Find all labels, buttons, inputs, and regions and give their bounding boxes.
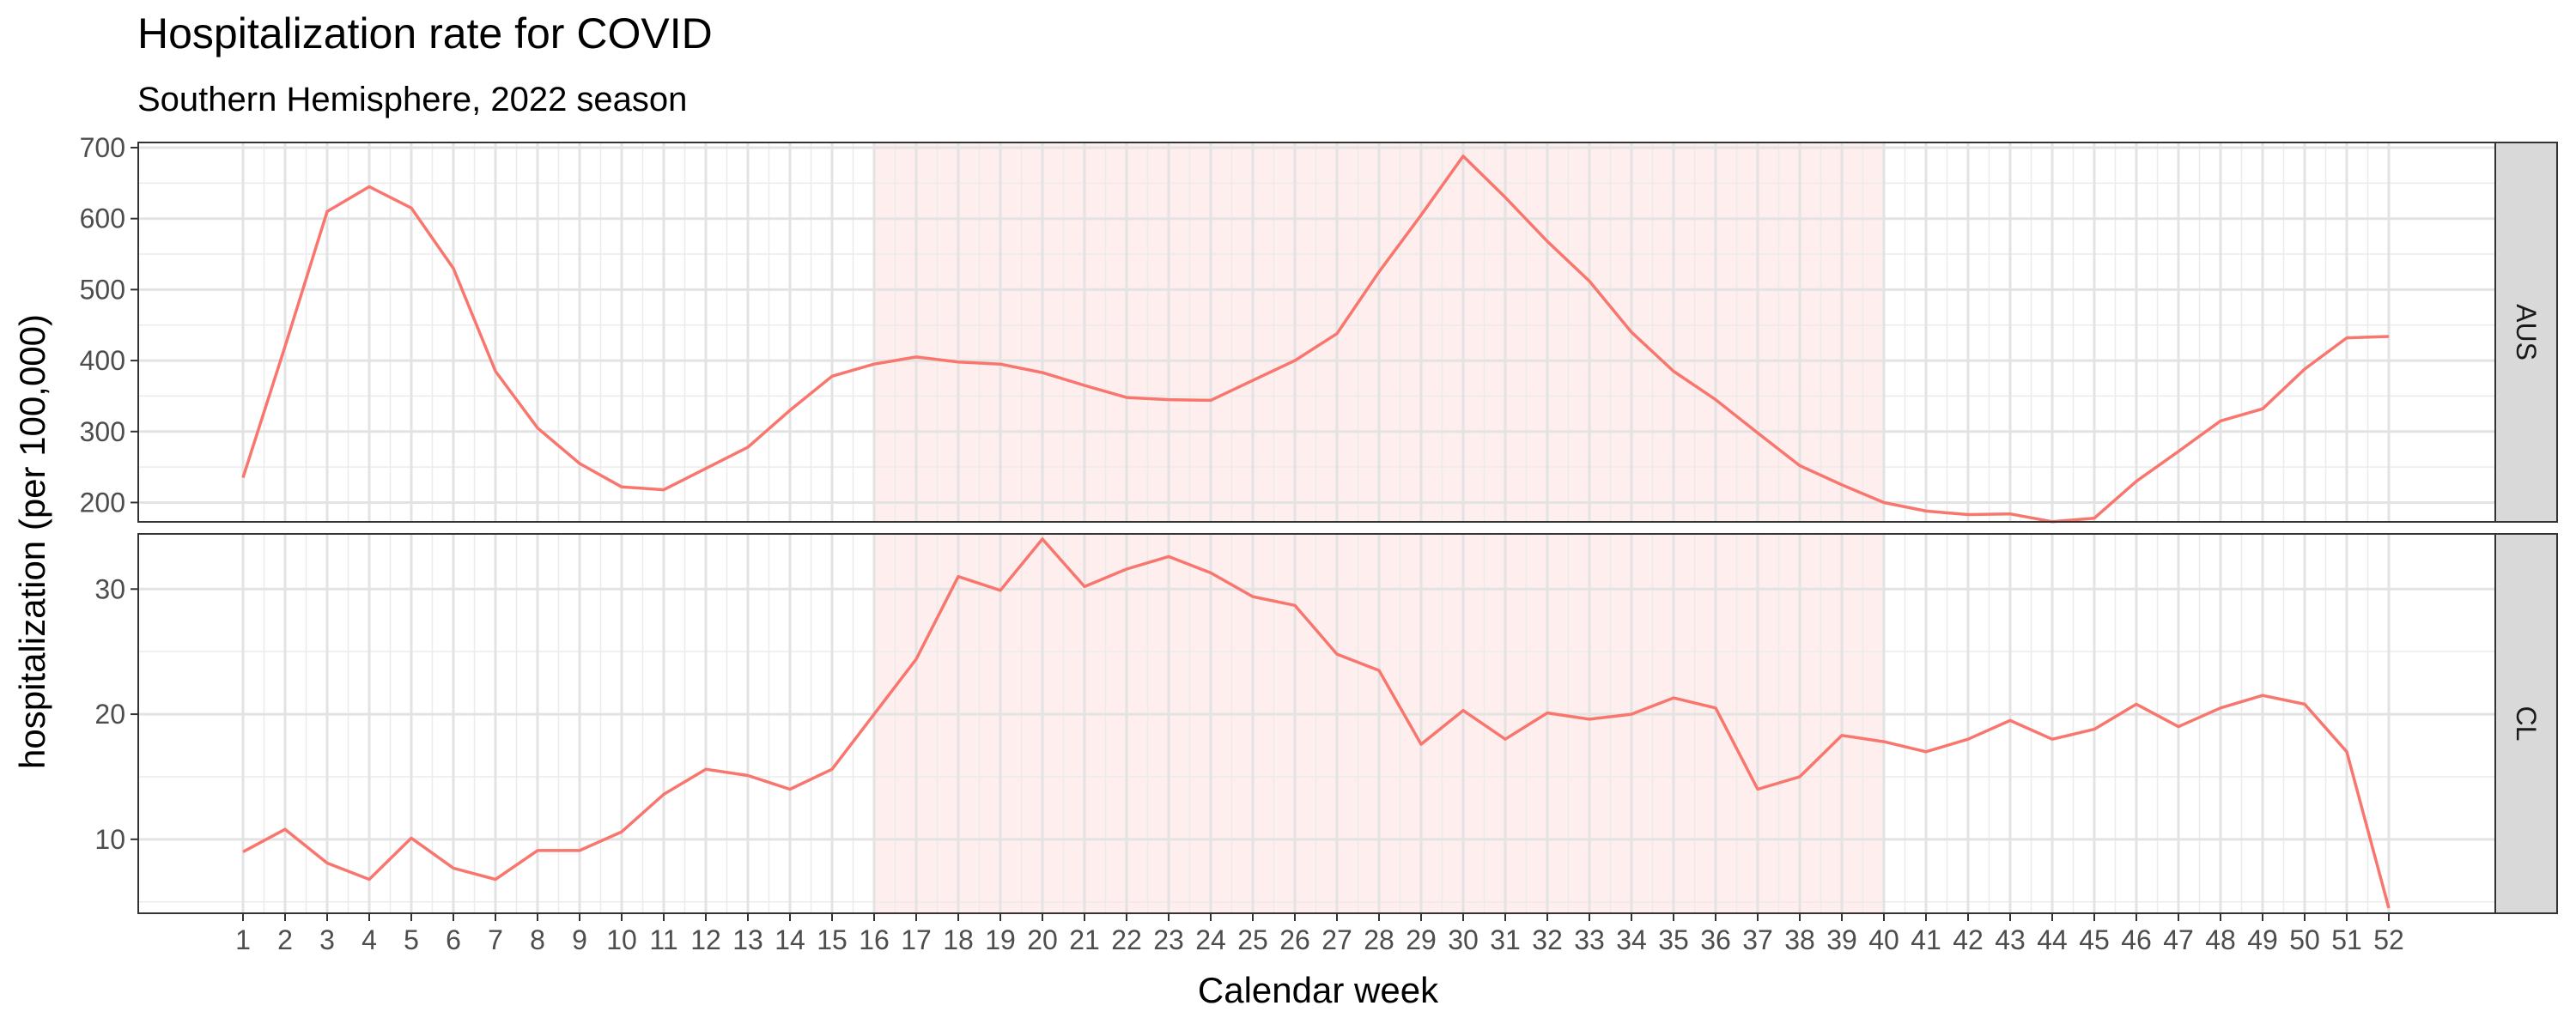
- y-tick-label: 30: [94, 573, 125, 604]
- x-tick-label: 20: [1027, 924, 1058, 955]
- x-tick-label: 52: [2373, 924, 2404, 955]
- x-tick-label: 22: [1111, 924, 1142, 955]
- y-tick-label: 300: [80, 416, 125, 447]
- x-tick-label: 23: [1153, 924, 1184, 955]
- y-tick-label: 200: [80, 487, 125, 518]
- x-tick-label: 48: [2205, 924, 2236, 955]
- x-tick-label: 5: [404, 924, 419, 955]
- x-tick-label: 37: [1742, 924, 1773, 955]
- x-tick-label: 26: [1279, 924, 1310, 955]
- y-tick-label: 400: [80, 345, 125, 376]
- x-tick-label: 3: [319, 924, 335, 955]
- x-tick-label: 34: [1616, 924, 1647, 955]
- x-tick-label: 19: [985, 924, 1016, 955]
- series-line-cl: [242, 537, 2391, 909]
- x-tick-label: 28: [1364, 924, 1394, 955]
- x-tick-label: 17: [901, 924, 932, 955]
- x-tick-label: 41: [1911, 924, 1941, 955]
- x-tick-label: 15: [817, 924, 848, 955]
- x-tick-label: 12: [690, 924, 721, 955]
- x-tick-label: 30: [1448, 924, 1479, 955]
- y-tick-label: 20: [94, 699, 125, 730]
- x-tick-label: 49: [2247, 924, 2278, 955]
- x-tick-label: 11: [649, 924, 677, 955]
- x-tick-label: 40: [1868, 924, 1899, 955]
- panel-0: 200 300 400 500 600 700 AUS: [80, 132, 2558, 524]
- x-tick-label: 4: [361, 924, 377, 955]
- chart-subtitle: Southern Hemisphere, 2022 season: [137, 81, 687, 118]
- x-tick-label: 18: [943, 924, 974, 955]
- x-tick-label: 8: [530, 924, 545, 955]
- x-tick-label: 43: [1995, 924, 2026, 955]
- x-tick-label: 25: [1237, 924, 1268, 955]
- x-tick-label: 42: [1953, 924, 1984, 955]
- y-tick-label: 500: [80, 274, 125, 305]
- x-tick-label: 46: [2121, 924, 2152, 955]
- x-tick-label: 50: [2289, 924, 2320, 955]
- x-tick-label: 16: [859, 924, 890, 955]
- x-tick-label: 36: [1700, 924, 1731, 955]
- x-tick-label: 39: [1826, 924, 1857, 955]
- x-tick-label: 9: [572, 924, 587, 955]
- x-tick-label: 31: [1490, 924, 1521, 955]
- facet-strip-label: CL: [2511, 706, 2542, 742]
- x-tick-label: 29: [1406, 924, 1437, 955]
- x-tick-label: 32: [1532, 924, 1563, 955]
- facet-strip: [2494, 533, 2558, 914]
- y-tick-label: 10: [94, 824, 125, 855]
- y-tick-label: 600: [80, 203, 125, 234]
- x-tick-label: 24: [1195, 924, 1226, 955]
- panels: 200 300 400 500 600 700 AUS 10 20 30 CL: [80, 132, 2558, 914]
- x-tick-label: 51: [2331, 924, 2362, 955]
- x-tick-label: 35: [1658, 924, 1689, 955]
- x-tick-label: 2: [277, 924, 293, 955]
- x-tick-label: 14: [775, 924, 805, 955]
- x-tick-label: 45: [2079, 924, 2110, 955]
- x-tick-label: 33: [1574, 924, 1605, 955]
- x-tick-label: 6: [446, 924, 461, 955]
- x-tick-label: 47: [2163, 924, 2194, 955]
- x-tick-label: 7: [488, 924, 503, 955]
- x-tick-label: 10: [606, 924, 637, 955]
- x-tick-label: 13: [732, 924, 763, 955]
- series-line-aus: [241, 154, 2390, 524]
- y-tick-label: 700: [80, 132, 125, 163]
- panel-1: 10 20 30 CL: [94, 533, 2558, 914]
- x-tick-label: 27: [1321, 924, 1352, 955]
- x-tick-label: 21: [1069, 924, 1100, 955]
- panel-background: [138, 142, 2495, 522]
- facet-strip-label: AUS: [2511, 304, 2542, 360]
- y-axis-label: hospitalization (per 100,000): [12, 314, 52, 769]
- x-tick-label: 1: [235, 924, 251, 955]
- x-axis-label: Calendar week: [1198, 970, 1439, 1010]
- facet-strip: [2494, 142, 2558, 523]
- chart-title: Hospitalization rate for COVID: [137, 9, 713, 58]
- x-tick-label: 44: [2037, 924, 2068, 955]
- x-tick-label: 38: [1784, 924, 1815, 955]
- x-axis: 1 2 3 4 5 6 7 8 9 10 11 12 13 14 15 16 17 18 19 20 21 22 23 24 2…: [235, 913, 2404, 955]
